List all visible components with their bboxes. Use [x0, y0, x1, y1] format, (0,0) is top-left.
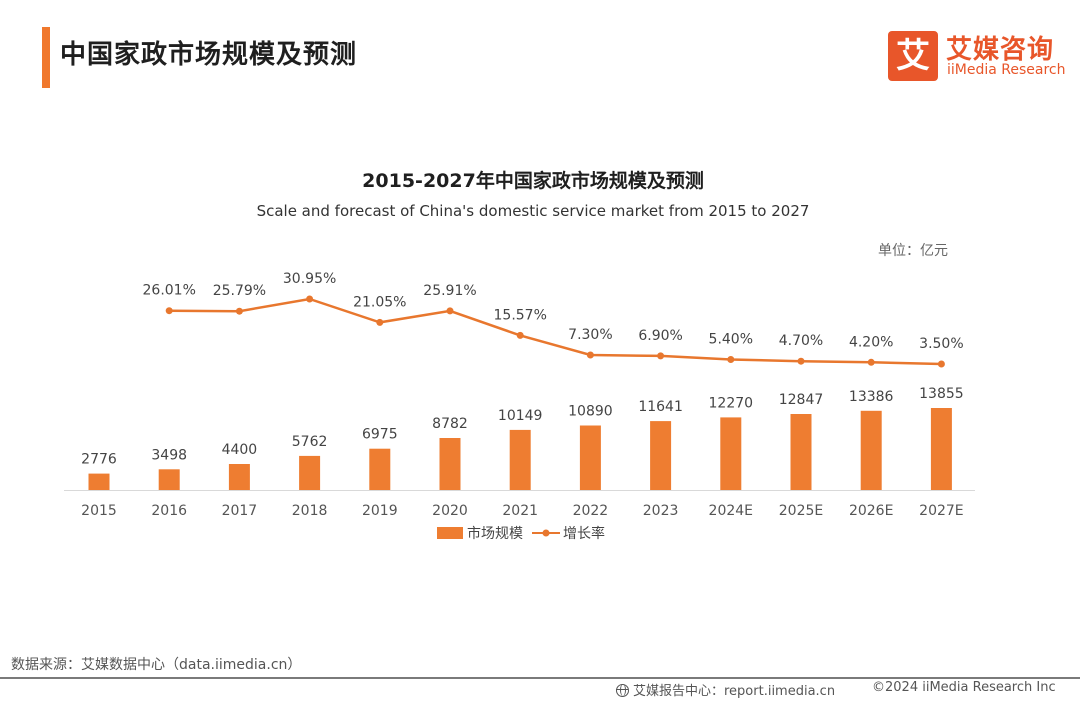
x-tick-label-2027E: 2027E: [919, 503, 963, 519]
logo-english-name: iiMedia Research: [947, 62, 1066, 78]
growth-rate-label-2025E: 4.70%: [779, 333, 823, 349]
bar-2018: [299, 455, 321, 490]
bar-value-labels: 2776 3498 4400 5762 6975 8782 10149 10890 11641 1…: [81, 386, 963, 468]
x-axis-tick-labels: 2015 2016 2017 2018 2019 2020 2021 2022 2023 2024…: [81, 503, 963, 519]
x-tick-label-2026E: 2026E: [849, 503, 893, 519]
chart-subtitle: Scale and forecast of China's domestic s…: [257, 202, 810, 220]
chart-legend: 市场规模 增长率: [437, 525, 605, 542]
x-tick-label-2015: 2015: [81, 503, 117, 519]
bar-value-label-2018: 5762: [292, 434, 328, 450]
growth-rate-label-2023: 6.90%: [638, 328, 682, 344]
growth-rate-label-2017: 25.79%: [213, 283, 266, 299]
bar-value-label-2019: 6975: [362, 427, 398, 443]
bar-value-label-2023: 11641: [638, 399, 683, 415]
footer-copyright: ©2024 iiMedia Research Inc: [872, 680, 1056, 695]
bar-value-label-2015: 2776: [81, 452, 117, 468]
growth-rate-label-2021: 15.57%: [494, 307, 547, 323]
growth-rate-series: [165, 295, 945, 368]
legend-line-label: 增长率: [563, 525, 605, 542]
footer-report-text: 艾媒报告中心：report.iimedia.cn: [633, 684, 836, 699]
x-tick-label-2022: 2022: [573, 503, 609, 519]
bar-2022: [579, 425, 601, 490]
growth-rate-labels: 26.01% 25.79% 30.95% 21.05% 25.91% 15.57% 7.30…: [143, 271, 964, 352]
bar-2025E: [790, 414, 812, 490]
logo-chinese-name: 艾媒咨询: [946, 35, 1055, 65]
growth-rate-label-2026E: 4.20%: [849, 334, 893, 350]
growth-rate-line: [169, 297, 942, 366]
globe-icon: [616, 684, 629, 697]
bar-2015: [88, 473, 110, 490]
growth-rate-point-2023: [657, 352, 665, 360]
bar-value-label-2024E: 12270: [709, 395, 754, 411]
footer-report-link[interactable]: 艾媒报告中心：report.iimedia.cn: [616, 680, 835, 699]
growth-rate-label-2019: 21.05%: [353, 294, 406, 310]
bar-2016: [158, 469, 180, 490]
legend-bar-swatch: [437, 527, 463, 539]
x-tick-label-2019: 2019: [362, 503, 398, 519]
growth-rate-label-2027E: 3.50%: [919, 336, 963, 352]
x-tick-label-2024E: 2024E: [709, 503, 753, 519]
growth-rate-point-2019: [376, 318, 384, 326]
growth-rate-point-2020: [446, 307, 454, 315]
market-size-chart: 2015-2027年中国家政市场规模及预测 Scale and forecast…: [64, 169, 975, 542]
logo-mark: 艾: [888, 31, 938, 81]
growth-rate-label-2022: 7.30%: [568, 327, 612, 343]
bar-2017: [228, 464, 250, 490]
bar-value-label-2026E: 13386: [849, 389, 894, 405]
x-tick-label-2016: 2016: [151, 503, 187, 519]
growth-rate-point-2027E: [937, 360, 945, 368]
growth-rate-point-2024E: [727, 356, 735, 363]
growth-rate-point-2021: [516, 331, 524, 339]
unit-label: 单位：亿元: [878, 243, 948, 259]
data-source-note: 数据来源：艾媒数据中心（data.iimedia.cn）: [11, 657, 302, 673]
bar-2027E: [930, 408, 952, 490]
legend-line-marker: [542, 529, 550, 537]
iimedia-logo: 艾 艾媒咨询 iiMedia Research: [888, 31, 1068, 83]
x-tick-label-2023: 2023: [643, 503, 679, 519]
growth-rate-label-2018: 30.95%: [283, 271, 336, 287]
bar-2023: [650, 421, 672, 490]
growth-rate-point-2017: [235, 307, 243, 315]
bar-2026E: [860, 410, 882, 490]
title-accent-bar: [42, 27, 50, 88]
growth-rate-point-2026E: [867, 358, 875, 366]
bar-2020: [439, 438, 461, 490]
bar-value-label-2016: 3498: [151, 447, 187, 463]
legend-bar-label: 市场规模: [467, 525, 523, 542]
bar-value-label-2022: 10890: [568, 404, 613, 420]
growth-rate-label-2016: 26.01%: [143, 283, 196, 299]
x-tick-label-2018: 2018: [292, 503, 328, 519]
x-tick-label-2021: 2021: [502, 503, 538, 519]
growth-rate-label-2020: 25.91%: [423, 283, 476, 299]
bar-value-label-2021: 10149: [498, 408, 543, 424]
bar-value-label-2025E: 12847: [779, 392, 824, 408]
growth-rate-label-2024E: 5.40%: [709, 332, 753, 348]
bar-2024E: [720, 417, 742, 490]
chart-title: 2015-2027年中国家政市场规模及预测: [362, 169, 704, 192]
bar-value-label-2020: 8782: [432, 416, 468, 432]
x-tick-label-2017: 2017: [222, 503, 258, 519]
bar-2019: [369, 448, 391, 490]
bar-2021: [509, 429, 531, 490]
footer-divider: [0, 677, 1080, 679]
x-tick-label-2020: 2020: [432, 503, 468, 519]
bar-value-label-2027E: 13855: [919, 386, 964, 402]
bar-series: [88, 408, 952, 490]
growth-rate-point-2016: [165, 307, 173, 315]
bar-value-label-2017: 4400: [222, 442, 258, 458]
page-title: 中国家政市场规模及预测: [60, 40, 358, 70]
growth-rate-point-2022: [586, 351, 594, 359]
x-tick-label-2025E: 2025E: [779, 503, 823, 519]
growth-rate-point-2018: [306, 295, 314, 303]
growth-rate-point-2025E: [797, 357, 805, 365]
